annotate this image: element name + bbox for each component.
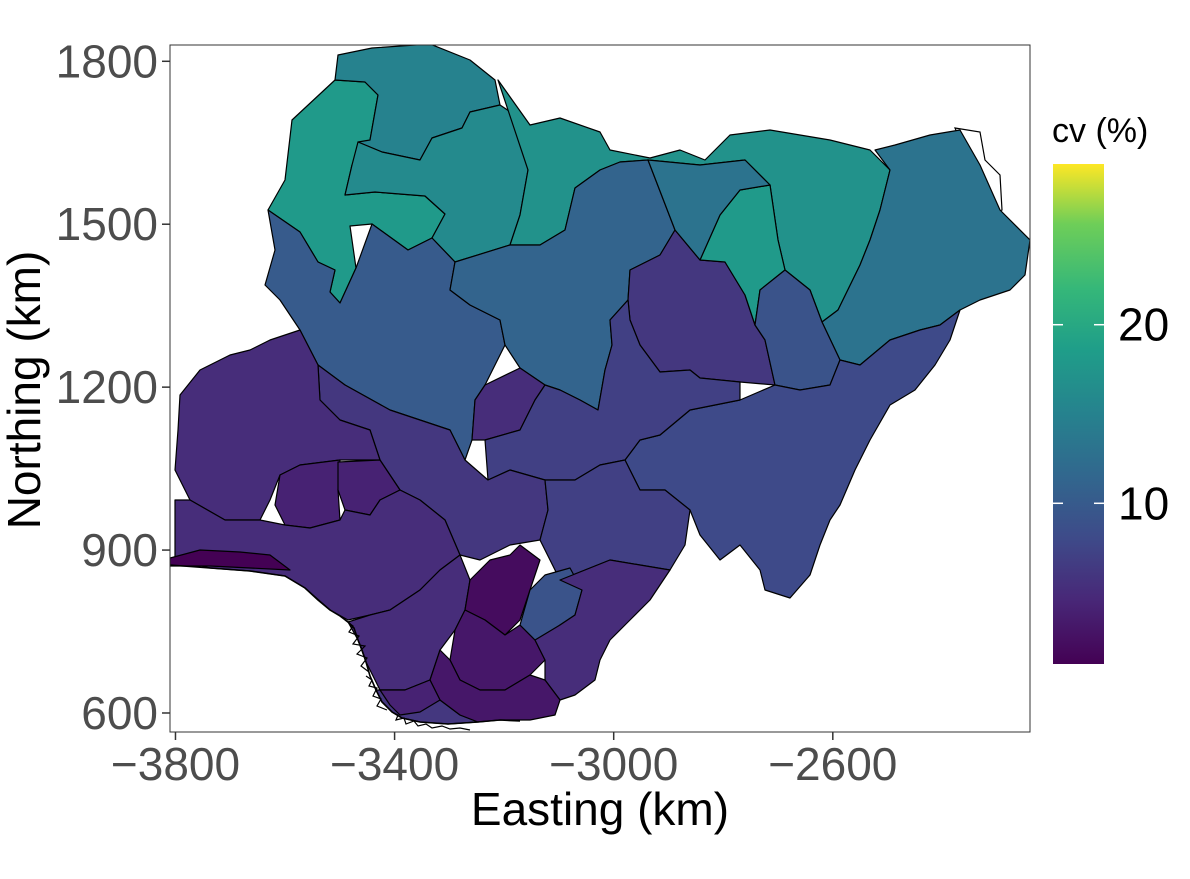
y-axis-title: Northing (km) xyxy=(0,251,50,530)
plot-panel-border xyxy=(169,44,1031,733)
coastline-detail xyxy=(170,564,521,731)
y-tick-label: 1200 xyxy=(56,361,158,413)
y-axis: 600 900 1200 1500 1800 xyxy=(56,35,170,739)
x-tick-label: −3000 xyxy=(549,738,678,790)
region-middle-belt-c xyxy=(539,459,691,581)
region-east-a xyxy=(624,309,961,599)
y-tick-label: 600 xyxy=(81,687,158,739)
x-tick-label: −3800 xyxy=(111,738,240,790)
y-tick-label: 900 xyxy=(81,524,158,576)
y-tick-label: 1500 xyxy=(56,198,158,250)
region-south-south-b xyxy=(429,649,561,723)
legend-tick-label: 20 xyxy=(1118,299,1169,351)
x-tick-label: −2600 xyxy=(768,738,897,790)
x-tick-label: −3400 xyxy=(330,738,459,790)
region-south-south-a xyxy=(534,559,671,701)
region-north-east-b xyxy=(647,159,771,261)
colorbar xyxy=(1053,164,1104,664)
x-axis: −3800 −3400 −3000 −2600 xyxy=(111,732,897,790)
legend-tick-label: 10 xyxy=(1118,477,1169,529)
colorbar-legend: cv (%) 10 20 xyxy=(1052,112,1169,664)
x-axis-title: Easting (km) xyxy=(471,783,729,835)
legend-title: cv (%) xyxy=(1052,112,1148,150)
map-regions xyxy=(170,45,1030,725)
y-tick-label: 1800 xyxy=(56,35,158,87)
region-south-south-c xyxy=(379,679,441,716)
